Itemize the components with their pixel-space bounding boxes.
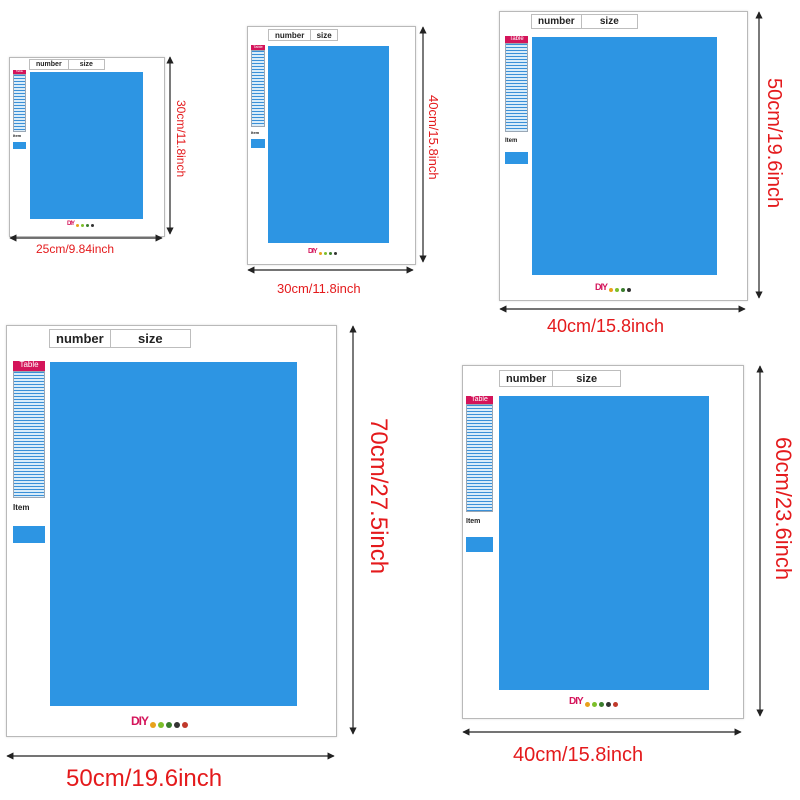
width-label-40x60: 40cm/15.8inch bbox=[513, 744, 644, 766]
diy-logo: DIY bbox=[308, 248, 337, 255]
color-table bbox=[13, 74, 26, 132]
width-label-40x50: 40cm/15.8inch bbox=[547, 316, 665, 336]
height-label-40x50: 50cm/19.6inch bbox=[763, 78, 785, 209]
size-label: size bbox=[580, 15, 637, 28]
item-label: Item bbox=[251, 130, 260, 135]
side-panel: Table Item bbox=[13, 69, 26, 149]
header-box: number size bbox=[268, 29, 338, 41]
canvas-30x40: number size Table Item DIY bbox=[247, 26, 416, 265]
number-label: number bbox=[506, 372, 547, 385]
canvas-area bbox=[268, 46, 389, 243]
height-label-30x40: 40cm/15.8inch bbox=[426, 95, 441, 180]
canvas-area bbox=[532, 37, 717, 275]
size-label: size bbox=[552, 371, 620, 386]
side-panel: Table Item bbox=[505, 36, 528, 164]
height-label-50x70: 70cm/27.5inch bbox=[365, 418, 392, 575]
canvas-50x70: number size Table Item DIY bbox=[6, 325, 337, 737]
color-table bbox=[505, 43, 528, 132]
number-label: number bbox=[56, 331, 104, 346]
item-label: Item bbox=[505, 138, 518, 144]
table-header: Table bbox=[251, 44, 265, 50]
diy-logo: DIY bbox=[67, 221, 95, 227]
width-label-30x40: 30cm/11.8inch bbox=[277, 281, 361, 296]
width-label-25x30: 25cm/9.84inch bbox=[36, 242, 115, 256]
canvas-area bbox=[30, 72, 143, 219]
color-table bbox=[13, 371, 45, 498]
item-label: Item bbox=[13, 503, 30, 512]
header-box: number size bbox=[49, 329, 191, 348]
size-label: size bbox=[310, 30, 337, 40]
canvas-area bbox=[499, 396, 709, 690]
side-panel: Table Item bbox=[466, 396, 493, 552]
size-label: size bbox=[67, 60, 104, 69]
table-header: Table bbox=[13, 69, 26, 74]
number-label: number bbox=[275, 30, 305, 40]
table-header: Table bbox=[13, 360, 45, 371]
color-table bbox=[251, 50, 265, 127]
table-header: Table bbox=[466, 396, 493, 404]
diy-logo: DIY bbox=[131, 714, 189, 728]
item-label: Item bbox=[466, 518, 481, 525]
item-swatch bbox=[13, 142, 26, 149]
item-label: Item bbox=[13, 133, 22, 138]
item-swatch bbox=[466, 537, 493, 552]
canvas-25x30: number size Table Item DIY bbox=[9, 57, 165, 237]
height-label-40x60: 60cm/23.6inch bbox=[771, 437, 796, 581]
number-label: number bbox=[36, 61, 62, 68]
table-header: Table bbox=[505, 36, 528, 43]
item-swatch bbox=[13, 526, 45, 543]
width-label-50x70: 50cm/19.6inch bbox=[66, 765, 223, 792]
header-box: number size bbox=[29, 59, 105, 70]
size-label: size bbox=[109, 330, 190, 347]
color-table bbox=[466, 404, 493, 512]
side-panel: Table Item bbox=[251, 44, 265, 148]
item-swatch bbox=[251, 139, 265, 148]
canvas-40x60: number size Table Item DIY bbox=[462, 365, 744, 719]
header-box: number size bbox=[531, 14, 638, 29]
canvas-40x50: number size Table Item DIY bbox=[499, 11, 748, 301]
height-label-25x30: 30cm/11.8inch bbox=[174, 100, 188, 178]
item-swatch bbox=[505, 152, 528, 164]
diy-logo: DIY bbox=[569, 696, 618, 707]
canvas-area bbox=[50, 362, 297, 706]
header-box: number size bbox=[499, 370, 621, 387]
number-label: number bbox=[538, 16, 575, 27]
diy-logo: DIY bbox=[595, 282, 632, 292]
side-panel: Table Item bbox=[13, 360, 45, 543]
